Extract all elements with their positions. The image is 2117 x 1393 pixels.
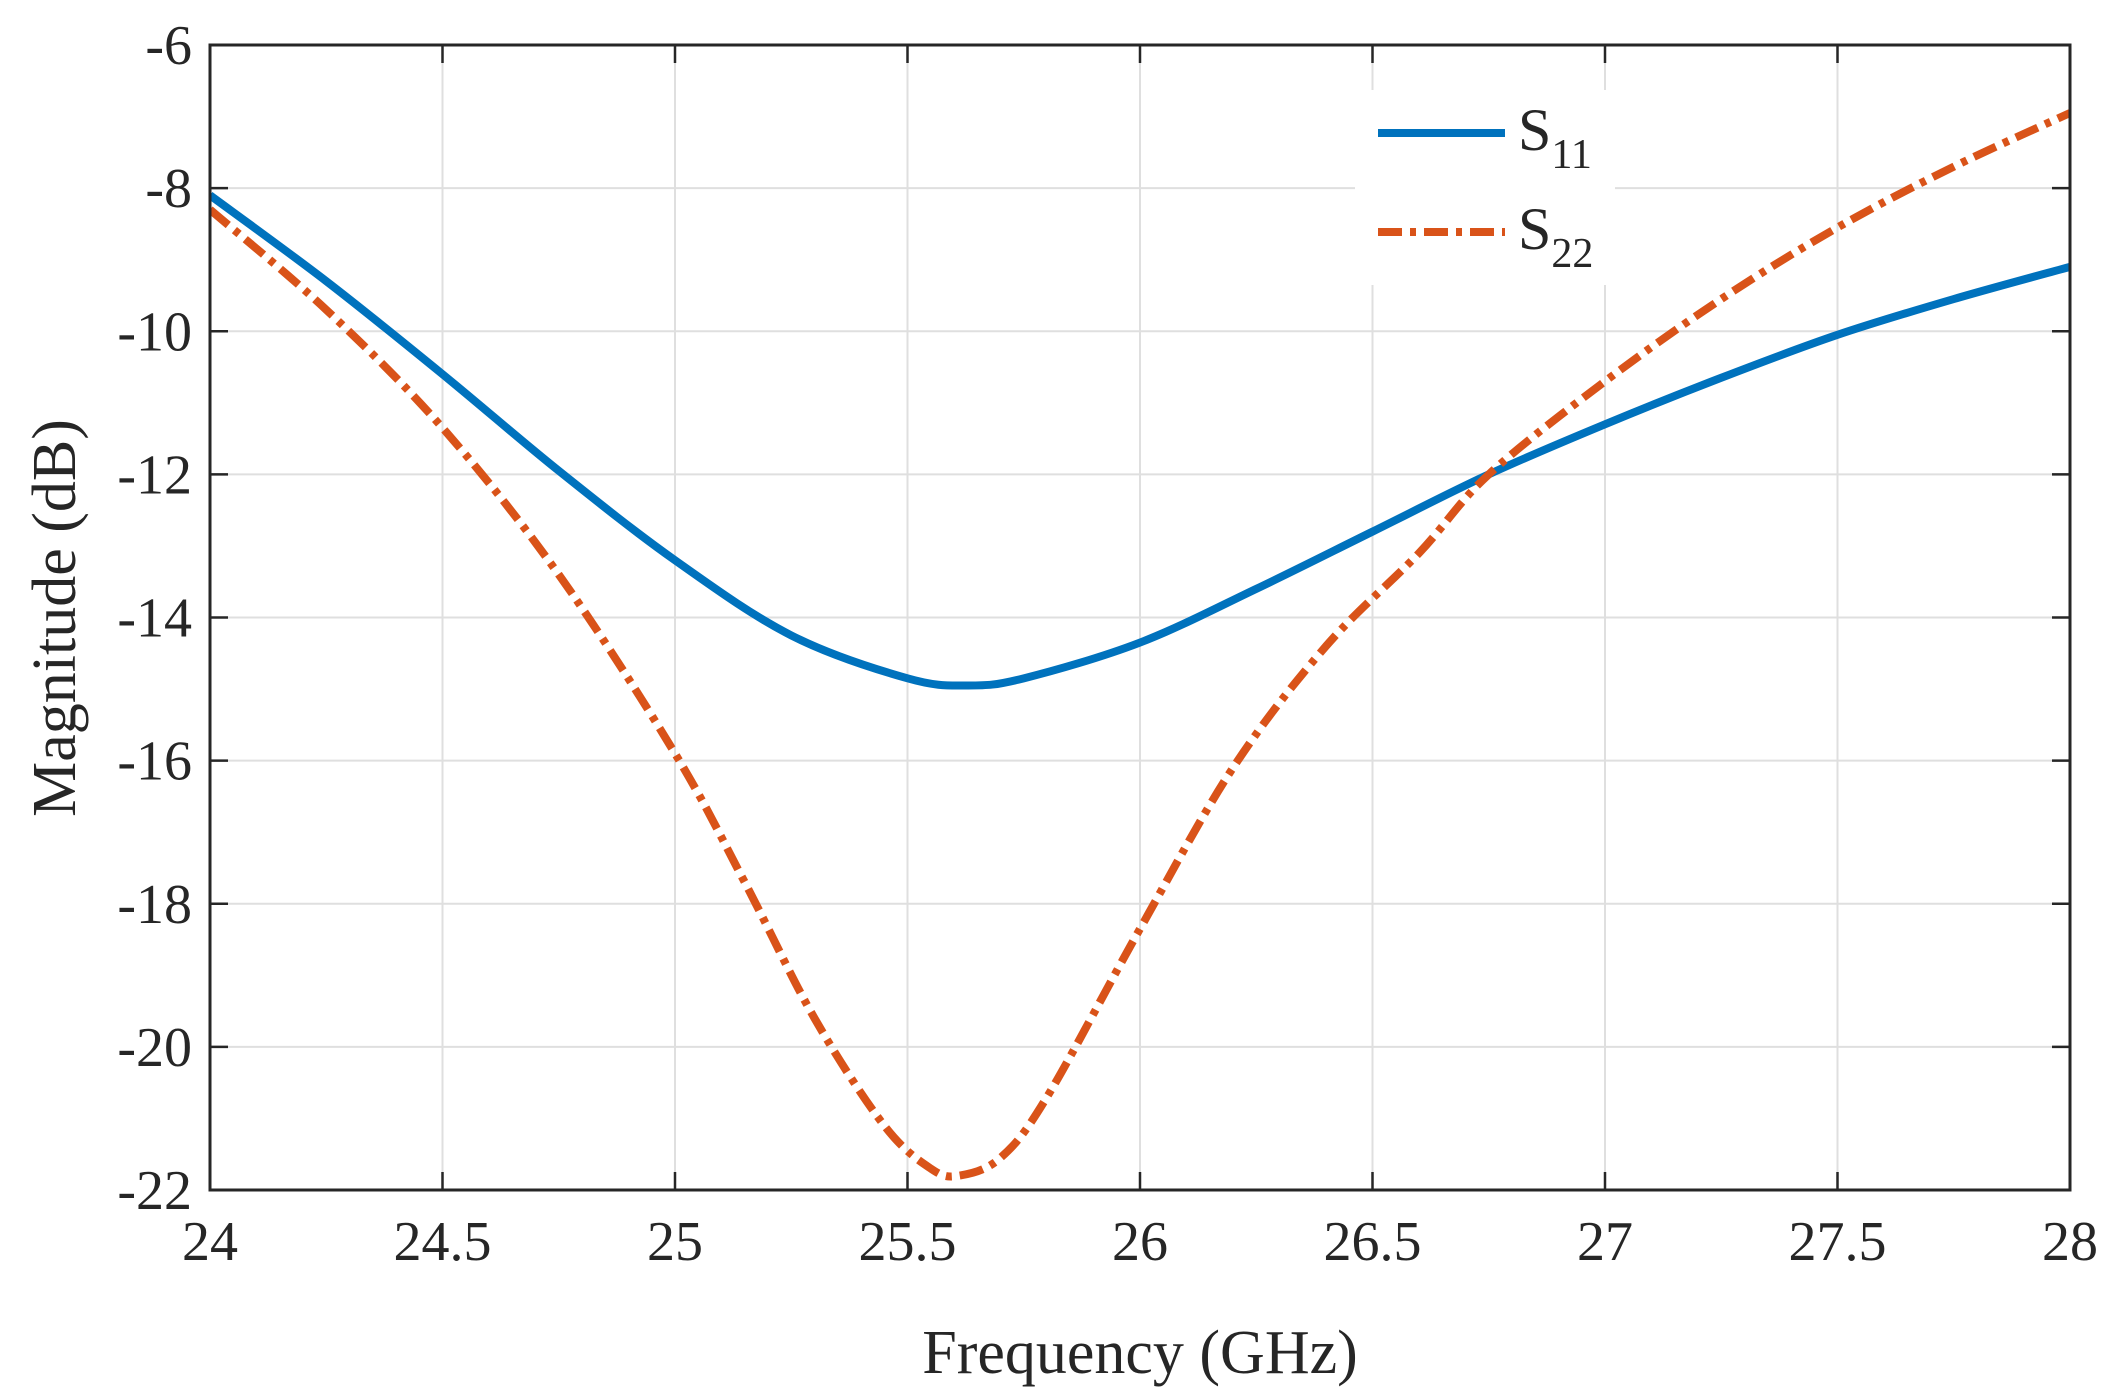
x-axis-title: Frequency (GHz) bbox=[922, 1319, 1358, 1387]
y-tick-label: -10 bbox=[117, 301, 192, 363]
series-line-s22 bbox=[210, 109, 2070, 1181]
legend-label-s22-main: S bbox=[1518, 196, 1551, 262]
legend-label-s11-sub: 11 bbox=[1551, 132, 1591, 178]
y-tick-labels: -22 -20 -18 -16 -14 -12 -10 -8 -6 bbox=[117, 15, 192, 1222]
x-tick-label: 24.5 bbox=[394, 1211, 492, 1273]
legend-label-s11-main: S bbox=[1518, 97, 1551, 163]
series-line-s11 bbox=[210, 192, 2070, 690]
legend: S11 S22 bbox=[1355, 90, 1615, 285]
y-tick-label: -14 bbox=[117, 588, 192, 650]
y-tick-label: -20 bbox=[117, 1017, 192, 1079]
x-tick-label: 28 bbox=[2042, 1211, 2098, 1273]
y-tick-label: -18 bbox=[117, 874, 192, 936]
legend-background bbox=[1355, 90, 1615, 285]
series-layer bbox=[210, 109, 2070, 1181]
legend-label-s22: S22 bbox=[1518, 196, 1593, 277]
x-tick-label: 26.5 bbox=[1324, 1211, 1422, 1273]
y-tick-label: -12 bbox=[117, 444, 192, 506]
x-tick-label: 25.5 bbox=[859, 1211, 957, 1273]
y-tick-label: -22 bbox=[117, 1160, 192, 1222]
x-tick-label: 26 bbox=[1112, 1211, 1168, 1273]
x-tick-labels: 24 24.5 25 25.5 26 26.5 27 27.5 28 bbox=[182, 1211, 2098, 1273]
x-tick-label: 25 bbox=[647, 1211, 703, 1273]
legend-label-s22-sub: 22 bbox=[1551, 231, 1593, 277]
y-tick-label: -16 bbox=[117, 731, 192, 793]
y-tick-label: -8 bbox=[145, 158, 192, 220]
y-tick-label: -6 bbox=[145, 15, 192, 77]
tick-marks bbox=[208, 43, 2072, 1192]
x-tick-label: 27 bbox=[1577, 1211, 1633, 1273]
x-tick-label: 27.5 bbox=[1789, 1211, 1887, 1273]
legend-label-s11: S11 bbox=[1518, 97, 1592, 178]
x-tick-label: 24 bbox=[182, 1211, 238, 1273]
y-axis-title: Magnitude (dB) bbox=[21, 419, 89, 817]
